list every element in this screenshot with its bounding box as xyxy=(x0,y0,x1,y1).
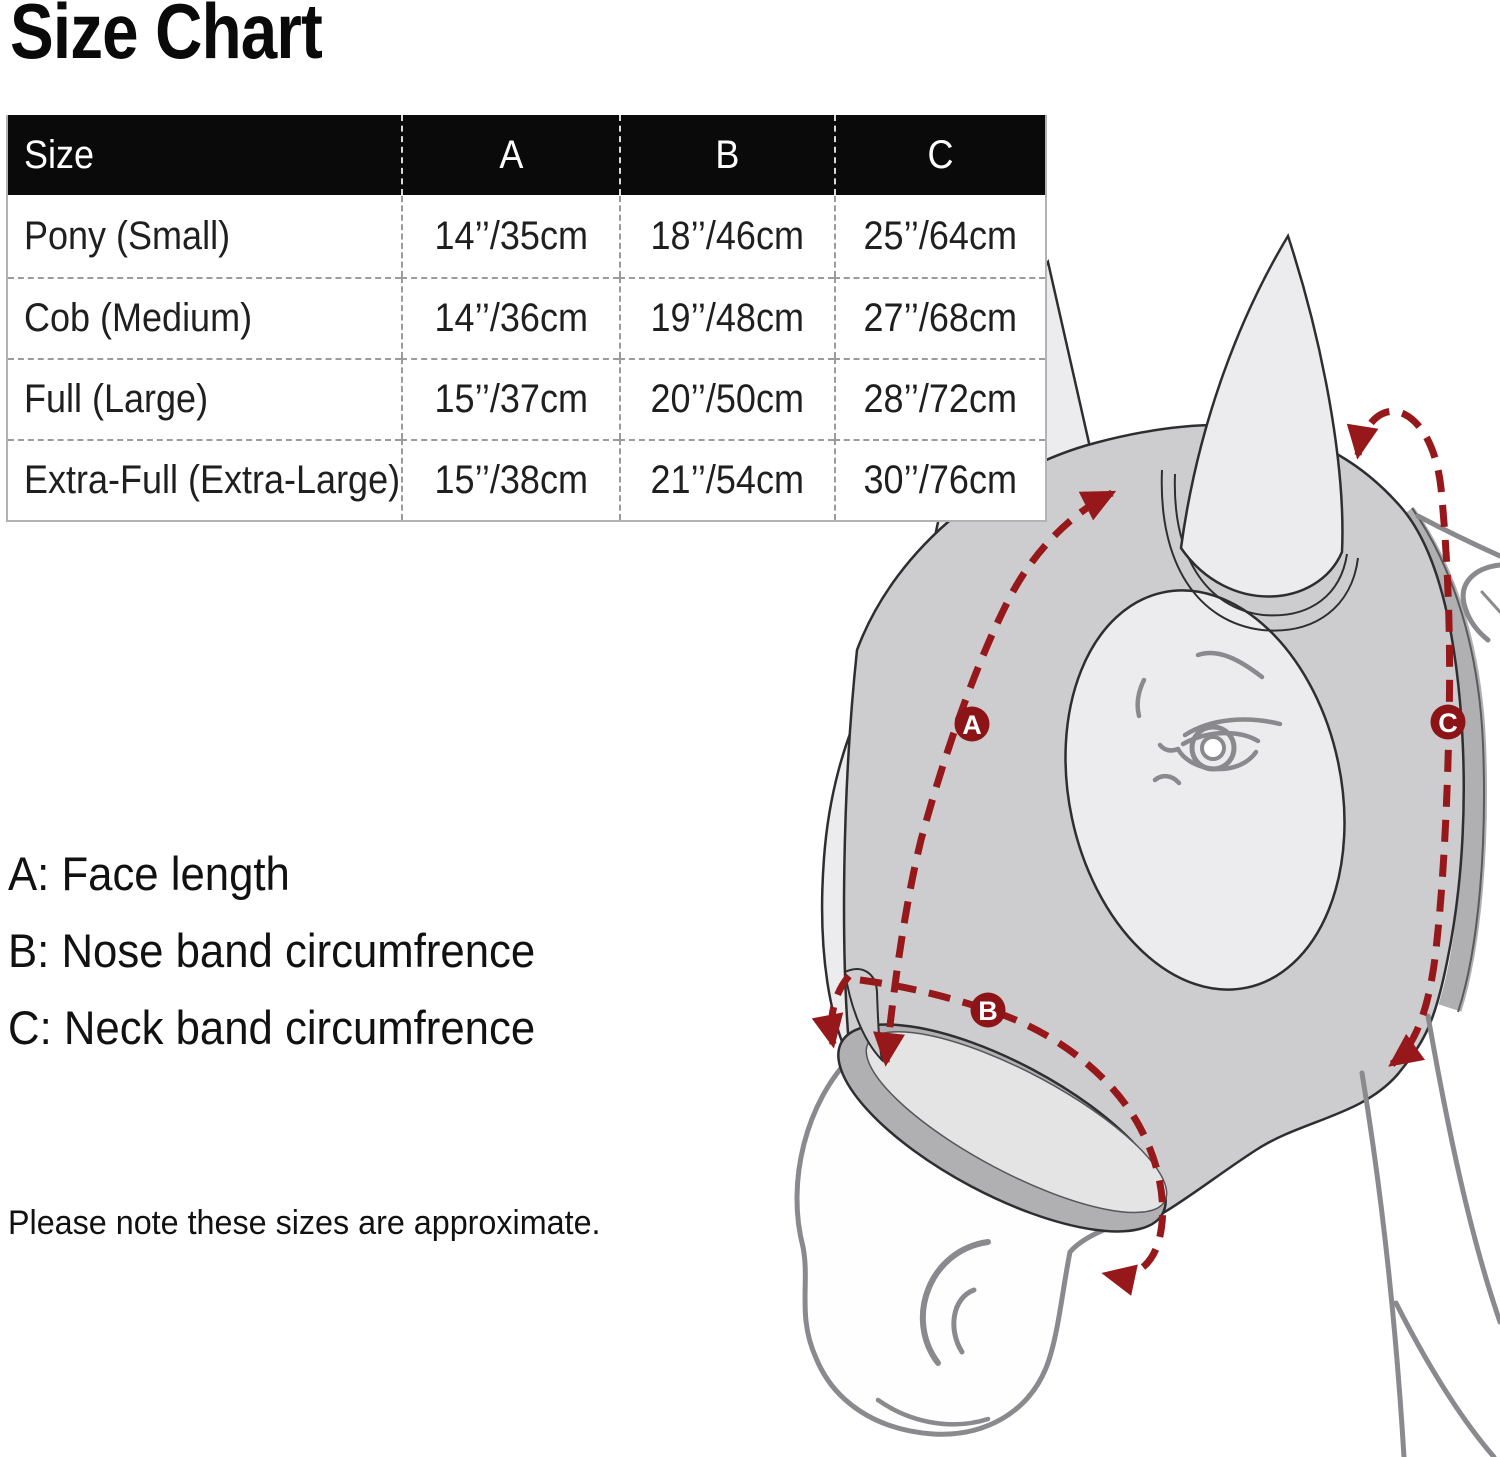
column-header-b: B xyxy=(619,115,834,195)
page-title: Size Chart xyxy=(10,0,323,75)
size-chart-table: Size A B C Pony (Small) 14’’/35cm 18’’/4… xyxy=(6,115,1047,522)
svg-text:B: B xyxy=(978,996,998,1026)
legend-face-length: A: Face length xyxy=(8,847,290,900)
table-cell: 21’’/54cm xyxy=(619,439,834,520)
neck-band-trim-edge xyxy=(1411,507,1485,1013)
column-header-c: C xyxy=(834,115,1045,195)
table-cell: Cob (Medium) xyxy=(8,277,401,358)
table-cell: 28’’/72cm xyxy=(834,358,1045,439)
badge-a: A xyxy=(954,706,990,742)
column-header-a: A xyxy=(401,115,619,195)
measure-arrow-b-left xyxy=(811,973,852,1049)
table-cell: 14’’/36cm xyxy=(401,277,619,358)
table-cell: 15’’/38cm xyxy=(401,439,619,520)
approximate-sizes-note: Please note these sizes are approximate. xyxy=(8,1204,601,1242)
measure-arrow-a xyxy=(873,489,1117,1067)
legend-nose-band: B: Nose band circumfrence xyxy=(8,924,536,977)
table-cell: Pony (Small) xyxy=(8,196,401,277)
table-cell: 25’’/64cm xyxy=(834,196,1045,277)
table-cell: Extra-Full (Extra-Large) xyxy=(8,439,401,520)
near-ear xyxy=(1179,233,1344,598)
table-cell: 20’’/50cm xyxy=(619,358,834,439)
column-header-size: Size xyxy=(8,115,401,195)
table-cell: 15’’/37cm xyxy=(401,358,619,439)
table-cell: 19’’/48cm xyxy=(619,277,834,358)
eye-sketch xyxy=(1135,650,1283,786)
ear-rim xyxy=(1160,469,1359,632)
table-cell: 27’’/68cm xyxy=(834,277,1045,358)
neck-band-trim xyxy=(1394,506,1487,1012)
neck-strokes xyxy=(1359,1013,1500,1457)
table-cell: 30’’/76cm xyxy=(834,439,1045,520)
svg-text:A: A xyxy=(962,710,982,740)
badge-b: B xyxy=(970,992,1006,1028)
mane-strokes xyxy=(1415,513,1500,643)
svg-text:C: C xyxy=(1438,708,1458,738)
measure-arrow-c xyxy=(1346,407,1454,1067)
badge-c: C xyxy=(1430,704,1466,740)
measure-arrow-b xyxy=(859,976,1167,1296)
table-cell: 18’’/46cm xyxy=(619,196,834,277)
measurement-legend: A: Face length B: Nose band circumfrence… xyxy=(8,835,575,1066)
table-cell: Full (Large) xyxy=(8,358,401,439)
table-cell: 14’’/35cm xyxy=(401,196,619,277)
legend-neck-band: C: Neck band circumfrence xyxy=(8,1001,536,1054)
